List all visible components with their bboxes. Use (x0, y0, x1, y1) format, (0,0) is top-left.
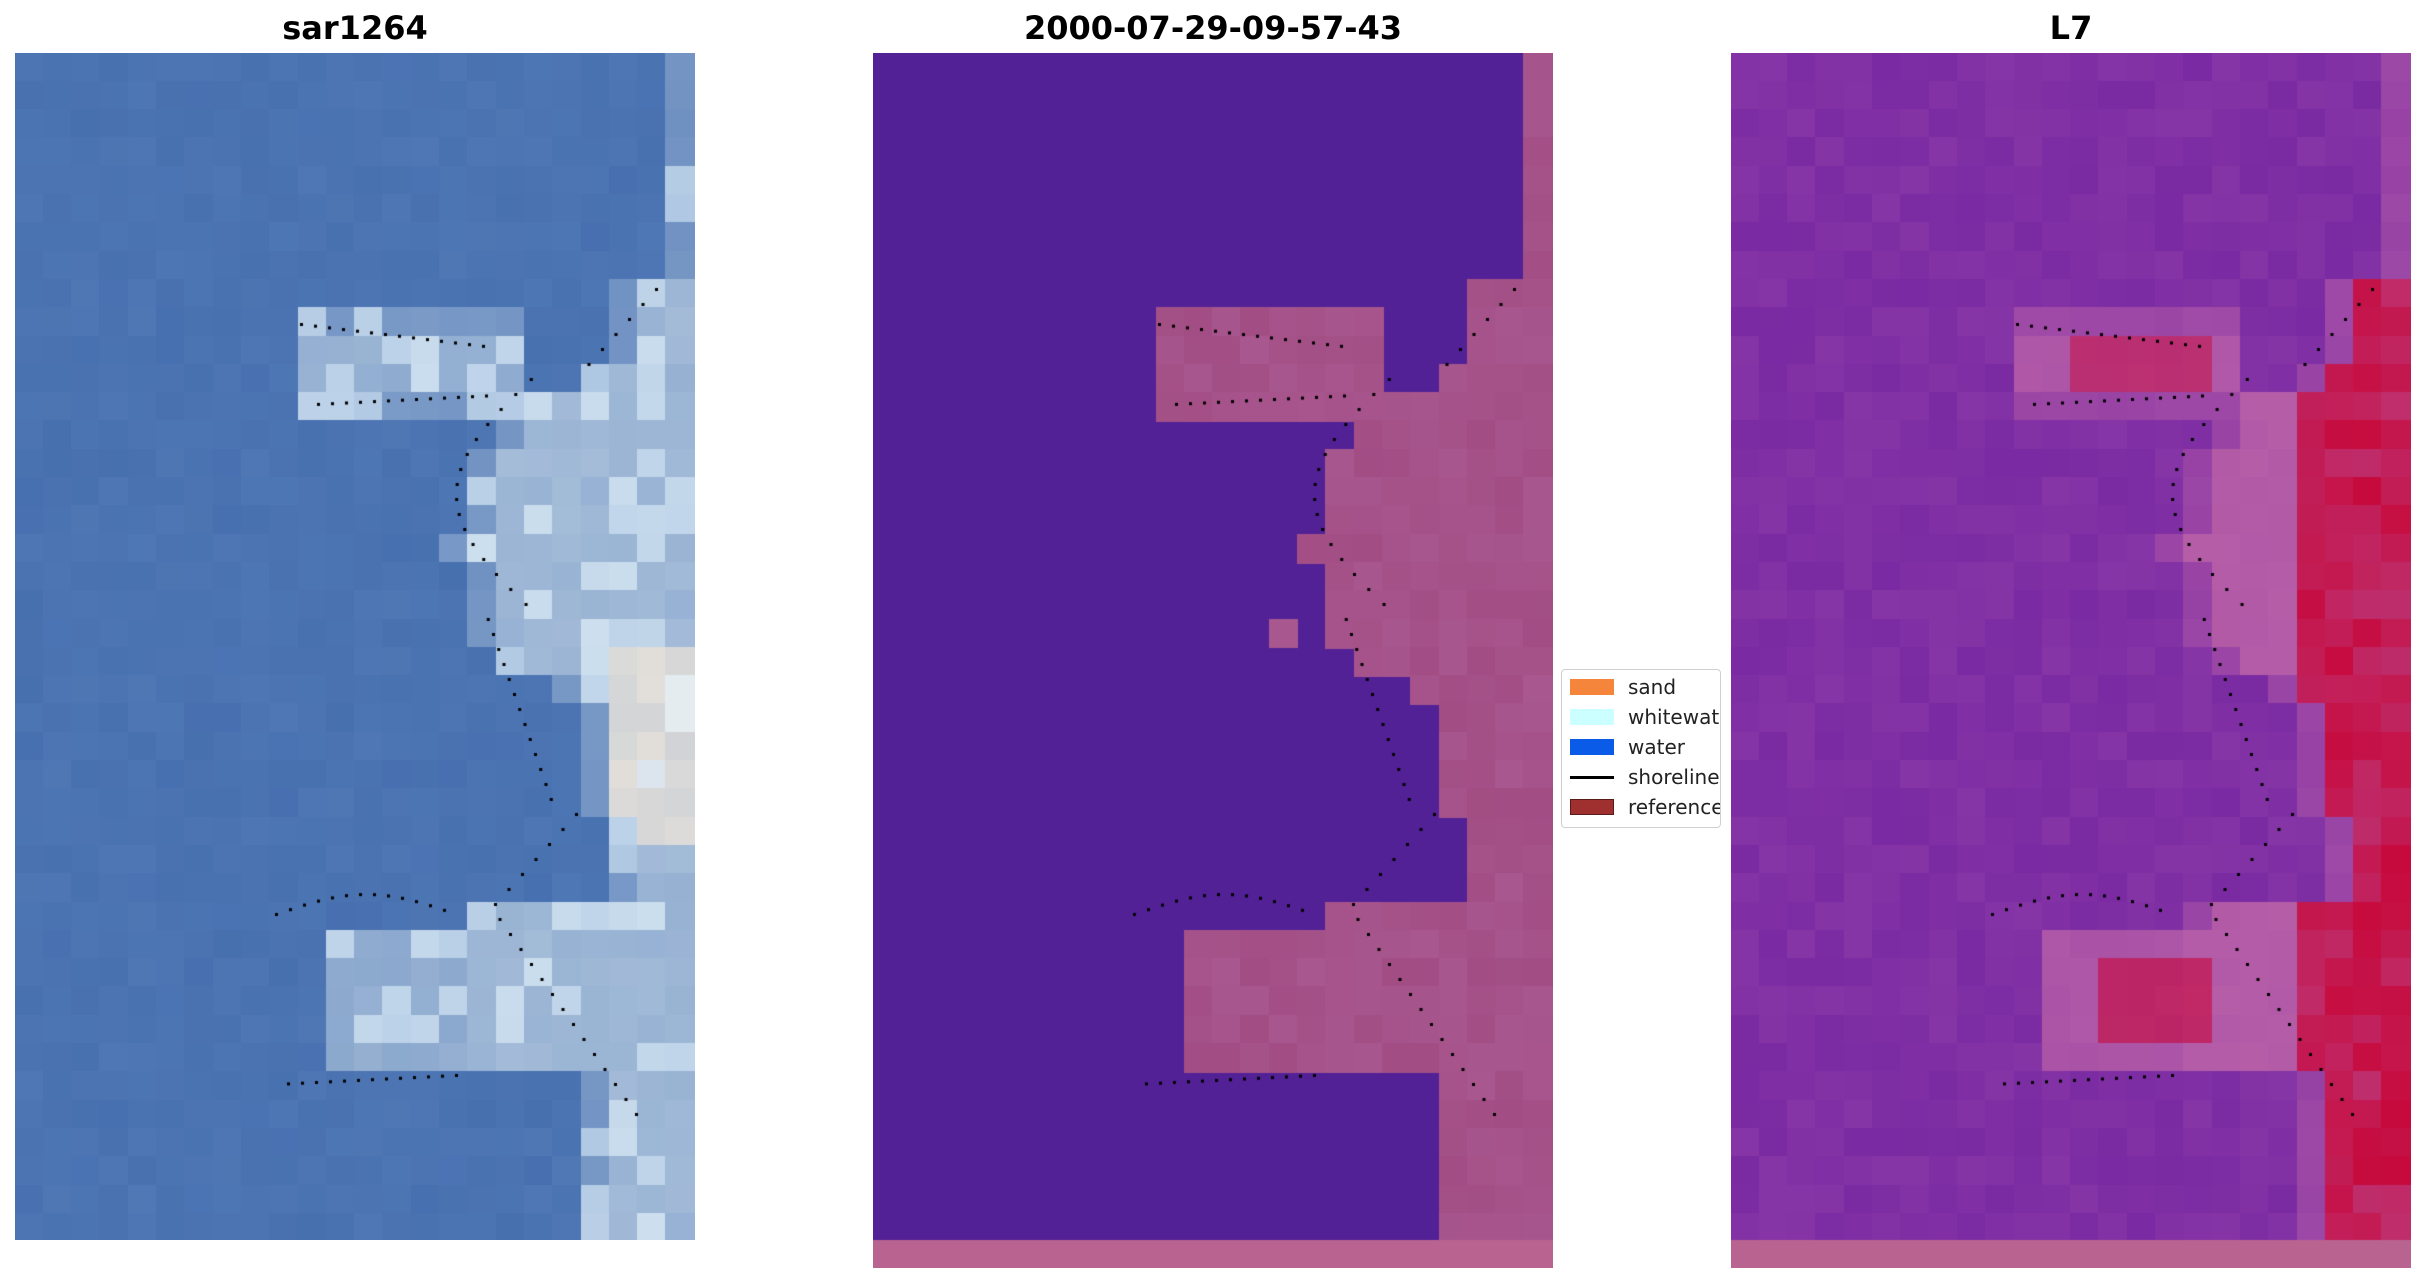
classified-image-panel (873, 53, 1553, 1268)
index-image (1731, 53, 2411, 1268)
legend-label-water: water (1628, 735, 1685, 759)
panel-title-index: L7 (2049, 9, 2093, 47)
legend: sand whitewater water shoreline referenc… (1561, 669, 1721, 828)
legend-item-reference: reference (1562, 792, 1721, 822)
legend-item-water: water (1562, 732, 1720, 762)
legend-item-whitewater: whitewater (1562, 702, 1720, 732)
legend-label-whitewater: whitewater (1628, 705, 1720, 729)
shoreline-line-swatch (1570, 776, 1614, 779)
whitewater-swatch (1570, 709, 1614, 725)
panel-title-rgb: sar1264 (282, 9, 428, 47)
index-image-panel (1731, 53, 2411, 1268)
classified-image (873, 53, 1553, 1268)
sand-swatch (1570, 679, 1614, 695)
legend-label-sand: sand (1628, 675, 1677, 699)
legend-item-shoreline: shoreline (1562, 762, 1720, 792)
reference-swatch (1570, 799, 1614, 815)
rgb-image-panel (15, 53, 695, 1240)
legend-label-reference: reference (1628, 795, 1721, 819)
water-swatch (1570, 739, 1614, 755)
rgb-image (15, 53, 695, 1240)
legend-label-shoreline: shoreline (1628, 765, 1720, 789)
legend-item-sand: sand (1562, 672, 1720, 702)
panel-title-classified: 2000-07-29-09-57-43 (1023, 9, 1403, 47)
